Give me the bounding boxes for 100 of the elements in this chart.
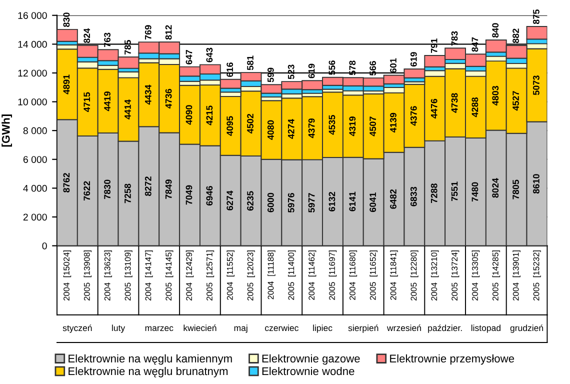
data-label: 840 [492,23,499,38]
data-label: 4419 [104,91,110,112]
data-label: 6235 [247,191,254,211]
data-label: 8762 [63,172,70,192]
x-tick-label: 2004 [11680] [349,250,358,300]
text: luty [112,324,126,333]
x-tick-label: 2005 [15232] [533,250,541,300]
x-tick-label: 2004 [13305] [472,250,480,300]
y-tick-label: 0 [42,242,47,250]
data-label: 599 [267,68,274,82]
data-label: 7258 [124,184,131,204]
x-tick-label: 2005 [12023] [247,250,255,300]
data-label: 4319 [349,116,356,136]
text: marzec [145,326,174,332]
data-label: 643 [206,48,213,62]
data-label: 7830 [104,180,110,200]
text: lipiec [313,324,332,333]
legend-label: Elektrownie gazowe [262,354,360,365]
data-label: 7480 [472,182,478,202]
x-tick-label: 2004 [15024] [63,250,72,300]
data-label: 4434 [144,84,152,105]
text: styczeń [62,324,92,333]
data-label: 4738 [451,93,458,113]
y-axis-title: [GWh] [2,114,12,147]
data-label: 647 [186,50,192,64]
data-label: 847 [472,37,478,52]
data-label: 8272 [144,176,152,196]
y-tick-label: 10 000 [18,98,47,106]
x-tick-label: 2005 [13908] [84,250,92,300]
legend-label: Elektrownie na węglu brunatnym [68,366,228,378]
x-tick-label: 2005 [13109] [124,250,132,300]
text: kwiecień [184,324,216,332]
data-label: 7551 [451,182,458,202]
data-label: 6274 [226,190,234,210]
x-tick-label: 2005 [11652] [370,250,378,300]
data-label: 763 [104,32,110,48]
data-label: 769 [144,25,152,40]
x-tick-label: 2004 [12429] [186,250,194,300]
data-label: 6000 [267,192,274,212]
text: czerwiec [265,324,298,332]
legend-label: Elektrownie na węglu kamiennym [68,354,232,365]
x-tick-label: 2004 [11462] [308,250,316,300]
data-label: 783 [451,31,458,46]
data-label: 4414 [124,99,131,120]
x-tick-label: 2004 [13210] [430,250,439,300]
legend-label: Elektrownie przemysłowe [390,354,514,365]
legend-label: Elektrownie wodne [262,366,354,376]
data-label: 4288 [472,97,478,118]
data-label: 4803 [492,86,499,106]
text: maj [234,324,248,333]
text: listopad [471,324,500,333]
x-tick-label: 2005 [12280] [410,250,418,300]
text: grudzień [510,324,544,333]
data-label: 5977 [308,193,315,212]
data-label: 4139 [390,112,396,133]
data-label: 7049 [186,185,192,205]
x-tick-label: 2004 [13623] [104,250,112,300]
x-tick-label: 2005 [13724] [451,250,460,300]
data-label: 4095 [226,116,234,136]
data-label: 6132 [328,192,336,212]
data-label: 4527 [512,91,519,111]
data-label: 4736 [165,88,172,109]
y-tick-label: 12 000 [18,70,47,77]
data-label: 4080 [267,120,274,140]
data-label: 4891 [63,74,70,94]
x-tick-label: 2004 [13901] [512,250,520,300]
y-tick-label: 2 000 [23,214,47,221]
data-label: 6946 [206,186,213,206]
x-tick-label: 2005 [14285] [492,250,500,300]
data-label: 812 [165,25,172,40]
data-label: 875 [533,10,540,24]
data-label: 6833 [410,186,417,206]
x-tick-label: 2005 [11697] [328,250,337,300]
x-tick-label: 2005 [11400] [288,250,296,300]
data-label: 619 [410,52,417,66]
data-label: 4379 [308,118,315,138]
data-label: 581 [247,56,254,70]
data-label: 4535 [328,115,336,135]
data-label: 5073 [533,76,540,96]
data-label: 7849 [165,180,172,199]
data-label: 4502 [247,114,254,134]
x-tick-label: 2005 [14145] [165,250,174,300]
data-label: 785 [124,40,131,54]
data-label: 6141 [349,192,356,212]
data-label: 4090 [186,105,192,125]
text: sierpień [348,324,378,333]
data-label: 4715 [84,92,90,112]
data-label: 4376 [410,106,417,126]
data-label: 4274 [288,118,294,139]
data-label: 882 [512,28,519,44]
data-label: 5976 [288,193,294,212]
data-label: 7805 [512,180,519,200]
bar [57,28,78,42]
data-label: 4476 [430,98,438,118]
x-tick-label: 2005 [12571] [206,250,214,300]
data-label: 8610 [533,174,540,194]
x-tick-label: 2004 [11188] [268,250,276,300]
data-label: 7288 [430,184,438,203]
data-label: 824 [84,28,90,43]
x-tick-label: 2004 [14147] [145,250,153,300]
